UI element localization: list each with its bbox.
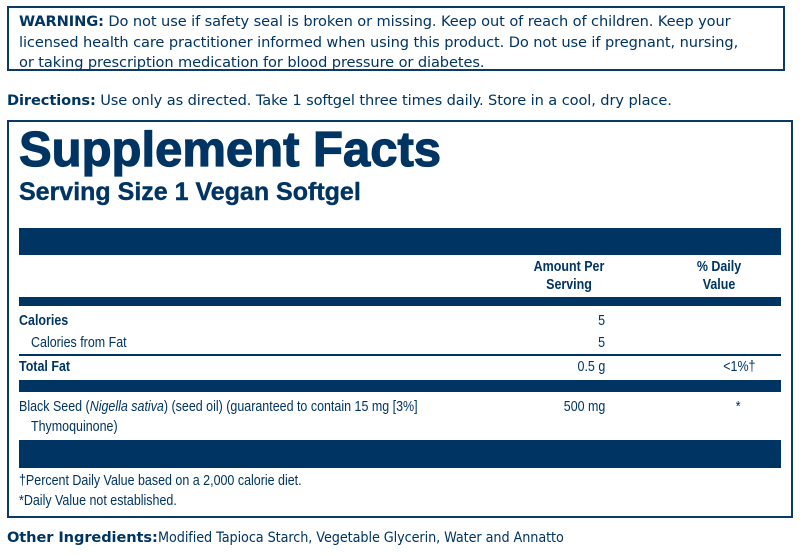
directions: Directions: Use only as directed. Take 1… [7, 92, 672, 109]
other-ingredients-label: Other Ingredients: [7, 529, 158, 546]
thick-divider [19, 440, 781, 468]
row-calories-from-fat-amount: 5 [598, 335, 605, 351]
directions-text: Use only as directed. Take 1 softgel thr… [95, 92, 672, 109]
warning-line-3: or taking prescription medication for bl… [19, 54, 485, 71]
medium-divider [19, 297, 781, 306]
row-calories-label: Calories [19, 313, 69, 329]
directions-label: Directions: [7, 92, 96, 109]
daily-value-header: % Daily Value [696, 259, 742, 293]
row-total-fat-dv: <1%† [722, 359, 755, 375]
warning-label: WARNING: [19, 13, 104, 30]
warning-box: WARNING: Do not use if safety seal is br… [7, 6, 785, 71]
ingredient-black-seed-label-line2: Thymoquinone) [31, 419, 118, 435]
thick-divider [19, 228, 781, 255]
ingredient-black-seed-dv: * [736, 399, 741, 415]
serving-size: Serving Size 1 Vegan Softgel [19, 178, 361, 206]
thin-divider [19, 354, 781, 356]
row-calories-amount: 5 [598, 313, 605, 329]
warning-line-2: licensed health care practitioner inform… [19, 33, 739, 51]
amount-per-serving-header: Amount Per Serving [533, 259, 605, 293]
other-ingredients: Other Ingredients: Modified Tapioca Star… [7, 529, 619, 546]
supplement-facts-panel: Supplement Facts Serving Size 1 Vegan So… [7, 120, 793, 518]
row-total-fat-label: Total Fat [19, 359, 71, 375]
medium-divider [19, 380, 781, 392]
ingredient-black-seed-label: Black Seed (Nigella sativa) (seed oil) (… [19, 399, 418, 415]
footnote-percent-daily-value: †Percent Daily Value based on a 2,000 ca… [19, 473, 302, 489]
row-calories-from-fat-label: Calories from Fat [31, 335, 127, 351]
footnote-daily-value-not-established: *Daily Value not established. [19, 493, 177, 509]
ingredient-black-seed-amount: 500 mg [563, 399, 605, 415]
row-total-fat-amount: 0.5 g [577, 359, 605, 375]
panel-title: Supplement Facts [18, 122, 442, 177]
other-ingredients-text: Modified Tapioca Starch, Vegetable Glyce… [157, 529, 564, 546]
warning-line-1: WARNING: Do not use if safety seal is br… [19, 13, 731, 30]
